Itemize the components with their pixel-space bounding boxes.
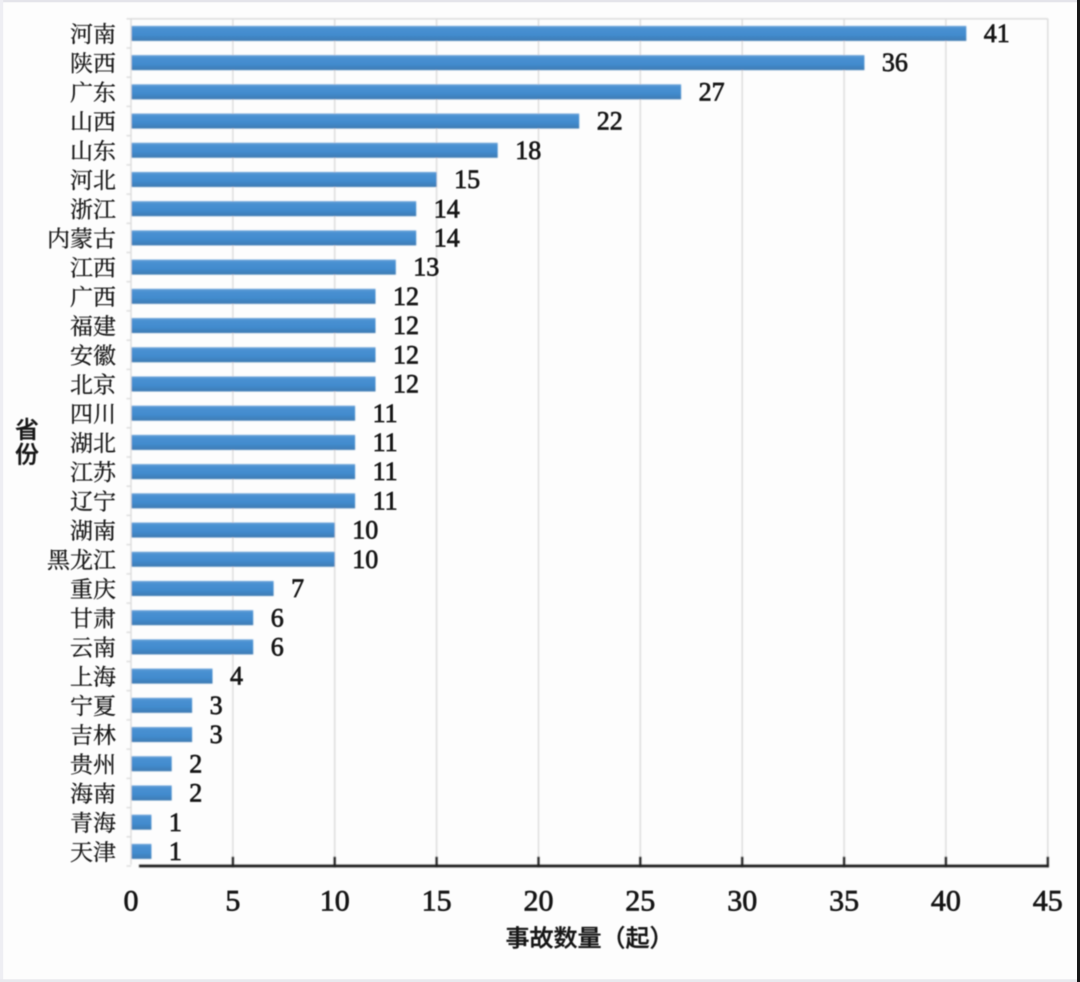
svg-text:40: 40	[931, 885, 961, 918]
svg-text:4: 4	[230, 662, 243, 691]
svg-text:45: 45	[1033, 885, 1063, 918]
svg-text:41: 41	[984, 19, 1010, 48]
svg-text:12: 12	[393, 370, 419, 399]
svg-text:5: 5	[225, 885, 240, 918]
svg-text:6: 6	[271, 633, 284, 662]
svg-text:10: 10	[352, 516, 378, 545]
svg-text:12: 12	[393, 340, 419, 369]
svg-text:14: 14	[434, 194, 460, 223]
svg-text:3: 3	[210, 691, 223, 720]
svg-text:25: 25	[625, 885, 655, 918]
svg-text:12: 12	[393, 282, 419, 311]
svg-text:15: 15	[454, 165, 480, 194]
svg-text:12: 12	[393, 311, 419, 340]
svg-text:20: 20	[524, 885, 554, 918]
svg-text:13: 13	[413, 253, 439, 282]
svg-text:35: 35	[829, 885, 859, 918]
svg-text:11: 11	[373, 486, 398, 515]
svg-text:36: 36	[882, 48, 908, 77]
svg-text:11: 11	[373, 457, 398, 486]
svg-text:11: 11	[373, 428, 398, 457]
svg-text:6: 6	[271, 603, 284, 632]
svg-text:10: 10	[352, 545, 378, 574]
svg-text:0: 0	[124, 885, 139, 918]
svg-text:27: 27	[699, 77, 725, 106]
svg-text:11: 11	[373, 399, 398, 428]
svg-text:14: 14	[434, 224, 460, 253]
svg-text:30: 30	[727, 885, 757, 918]
svg-text:2: 2	[189, 749, 202, 778]
svg-text:18: 18	[515, 136, 541, 165]
svg-text:10: 10	[320, 885, 350, 918]
svg-text:2: 2	[189, 779, 202, 808]
svg-text:15: 15	[422, 885, 452, 918]
svg-text:1: 1	[169, 837, 182, 866]
svg-text:1: 1	[169, 808, 182, 837]
svg-text:22: 22	[597, 107, 623, 136]
svg-text:7: 7	[291, 574, 304, 603]
svg-text:3: 3	[210, 720, 223, 749]
